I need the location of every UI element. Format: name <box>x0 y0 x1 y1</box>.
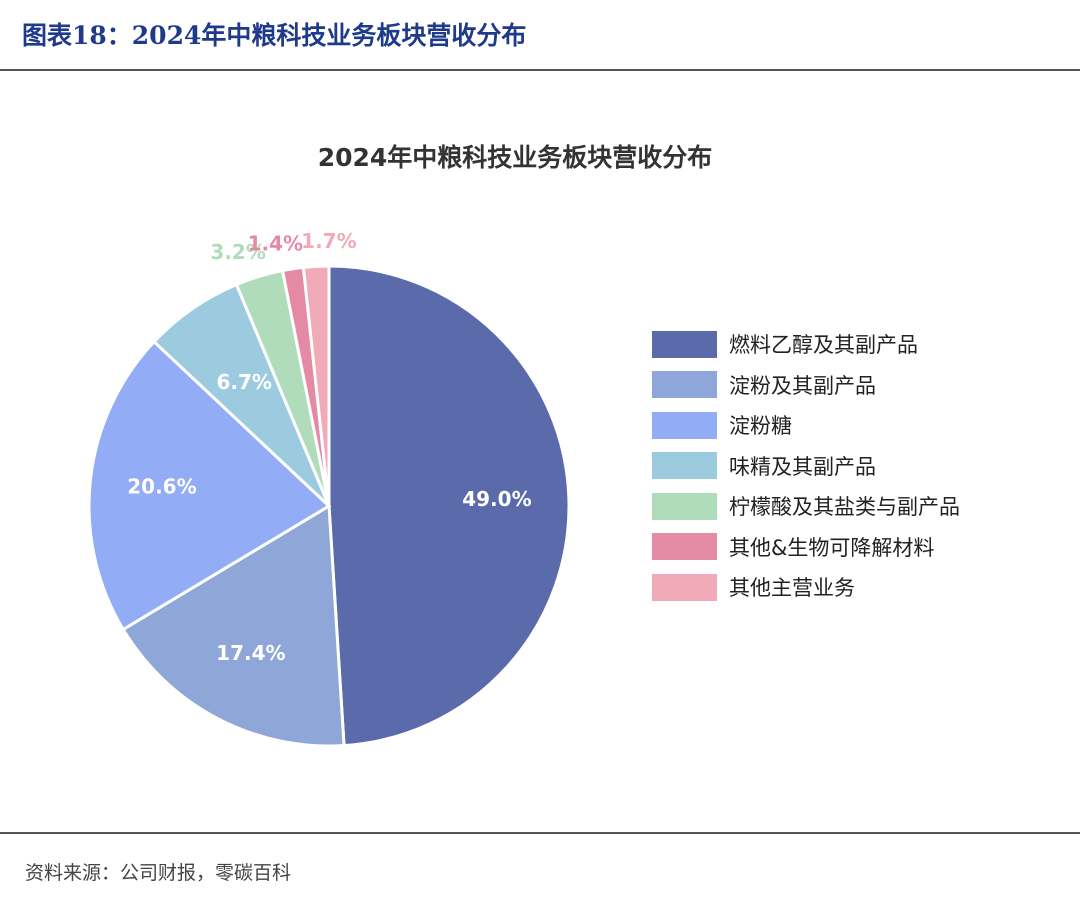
legend-item: 燃料乙醇及其副产品 <box>652 324 960 365</box>
legend-swatch <box>652 330 717 358</box>
bottom-divider <box>0 832 1080 834</box>
legend-swatch <box>652 452 717 480</box>
legend-label: 柠檬酸及其盐类与副产品 <box>729 495 960 520</box>
slice-data-label: 17.4% <box>216 641 285 665</box>
legend: 燃料乙醇及其副产品 淀粉及其副产品 淀粉糖 味精及其副产品 柠檬酸及其盐类与副产… <box>652 324 960 608</box>
legend-item: 其他&生物可降解材料 <box>652 527 960 568</box>
legend-item: 淀粉及其副产品 <box>652 365 960 406</box>
legend-swatch <box>652 573 717 601</box>
legend-item: 其他主营业务 <box>652 567 960 608</box>
pie-slice <box>87 339 332 632</box>
slice-data-label: 49.0% <box>462 487 531 511</box>
legend-item: 味精及其副产品 <box>652 446 960 487</box>
legend-label: 淀粉糖 <box>729 414 792 439</box>
legend-label: 其他&生物可降解材料 <box>729 535 935 560</box>
legend-swatch <box>652 533 717 561</box>
legend-label: 味精及其副产品 <box>729 454 876 479</box>
slice-data-label: 20.6% <box>127 475 196 499</box>
legend-item: 淀粉糖 <box>652 405 960 446</box>
legend-swatch <box>652 411 717 439</box>
slice-data-label: 1.7% <box>301 229 356 253</box>
figure-title: 图表18：2024年中粮科技业务板块营收分布 <box>22 21 527 50</box>
pie-slice <box>301 264 331 507</box>
chart-title: 2024年中粮科技业务板块营收分布 <box>317 143 713 172</box>
legend-swatch <box>652 492 717 520</box>
pie-slice <box>121 503 346 748</box>
legend-label: 淀粉及其副产品 <box>729 373 876 398</box>
legend-swatch <box>652 371 717 399</box>
legend-label: 燃料乙醇及其副产品 <box>729 333 918 358</box>
slice-data-label: 6.7% <box>216 370 271 394</box>
source-note: 资料来源：公司财报，零碳百科 <box>25 862 292 884</box>
slice-data-label: 1.4% <box>248 231 303 255</box>
legend-label: 其他主营业务 <box>729 576 855 601</box>
pie-slice <box>327 264 571 748</box>
legend-item: 柠檬酸及其盐类与副产品 <box>652 486 960 527</box>
top-divider <box>0 69 1080 71</box>
slice-data-label: 3.2% <box>210 240 265 264</box>
